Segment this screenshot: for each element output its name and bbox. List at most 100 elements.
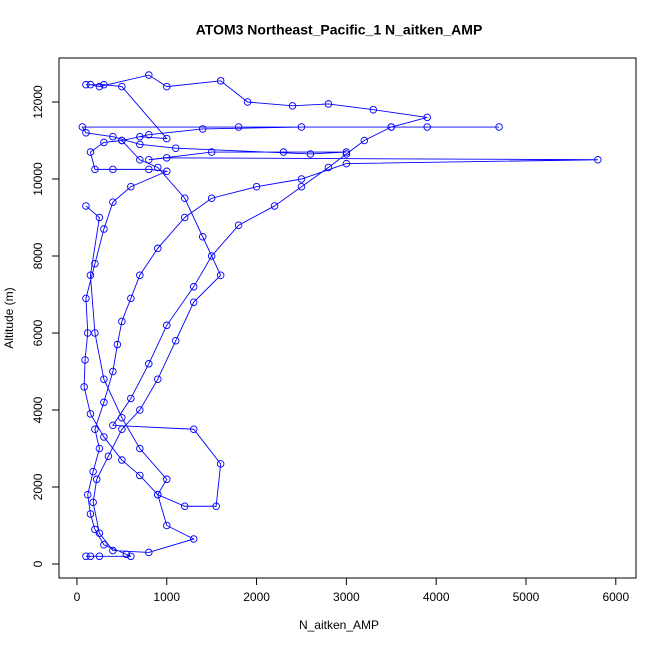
data-point: [100, 398, 108, 407]
data-point: [342, 159, 351, 168]
chart-title: ATOM3 Northeast_Pacific_1 N_aitken_AMP: [196, 22, 483, 38]
data-point: [171, 336, 180, 345]
data-point: [80, 383, 88, 391]
data-point: [279, 148, 288, 156]
y-tick-label: 8000: [31, 242, 45, 269]
data-point: [127, 294, 135, 303]
data-line: [81, 74, 598, 557]
data-point: [122, 550, 131, 559]
data-point: [145, 156, 153, 164]
data-point: [342, 148, 351, 156]
data-point: [82, 294, 90, 303]
data-point: [89, 498, 97, 507]
data-point: [154, 490, 162, 499]
x-tick-label: 1000: [153, 590, 180, 604]
data-point: [189, 425, 198, 433]
data-point: [207, 148, 216, 156]
data-point: [109, 132, 117, 141]
data-point: [154, 375, 162, 383]
data-point: [324, 100, 333, 108]
data-point: [95, 552, 104, 561]
data-point: [297, 182, 306, 191]
data-point: [163, 475, 171, 484]
x-tick-label: 3000: [333, 590, 360, 604]
data-point: [104, 452, 113, 460]
data-point: [86, 510, 95, 518]
data-point: [163, 167, 171, 176]
data-point: [163, 154, 171, 162]
data-point: [86, 410, 95, 418]
data-point: [145, 360, 153, 368]
data-point: [163, 321, 171, 330]
data-point: [387, 123, 396, 131]
data-point: [369, 105, 378, 114]
data-point: [91, 165, 99, 174]
x-tick-label: 5000: [513, 590, 540, 604]
data-point: [145, 71, 153, 79]
data-point: [297, 175, 306, 183]
data-point: [100, 433, 108, 441]
data-point: [306, 150, 315, 158]
data-point: [270, 202, 279, 210]
data-point: [212, 502, 220, 510]
data-point: [136, 271, 144, 279]
data-point: [189, 283, 198, 291]
data-point: [91, 329, 99, 337]
data-point: [216, 271, 225, 279]
data-point: [145, 165, 153, 174]
data-point: [154, 244, 162, 253]
data-point: [92, 475, 101, 484]
data-point: [91, 525, 99, 534]
data-point: [163, 82, 171, 91]
data-point: [100, 225, 108, 233]
data-point: [83, 329, 92, 337]
data-point: [100, 540, 108, 549]
x-tick-label: 0: [74, 590, 81, 604]
data-point: [100, 138, 108, 147]
data-point: [78, 123, 87, 131]
data-point: [163, 134, 171, 143]
data-point: [82, 129, 90, 137]
data-point: [95, 82, 104, 91]
data-point: [109, 367, 117, 376]
data-point: [109, 198, 117, 206]
data-point: [207, 252, 216, 260]
data-point: [86, 80, 95, 89]
data-point: [136, 132, 144, 141]
data-point: [81, 356, 89, 364]
data-point: [95, 529, 104, 537]
data-point: [118, 317, 126, 326]
data-point: [324, 163, 333, 172]
data-point: [95, 213, 104, 222]
y-tick-label: 10000: [31, 162, 45, 196]
data-point: [423, 113, 431, 122]
data-point: [163, 521, 171, 530]
data-point: [189, 298, 198, 306]
data-point: [100, 375, 108, 383]
data-point: [216, 460, 225, 468]
data-point: [89, 467, 97, 476]
data-point: [118, 82, 126, 91]
x-tick-label: 2000: [243, 590, 270, 604]
data-point: [288, 102, 297, 110]
data-point: [91, 259, 99, 268]
data-point: [423, 123, 431, 131]
data-point: [234, 123, 243, 131]
data-point: [234, 221, 243, 229]
data-point: [95, 444, 104, 453]
data-point: [198, 125, 207, 133]
data-point: [113, 340, 122, 349]
data-point: [127, 552, 135, 561]
data-point: [136, 444, 144, 453]
data-point: [297, 123, 306, 131]
y-axis-label: Altitude (m): [2, 287, 16, 348]
data-point: [136, 471, 144, 480]
data-point: [180, 194, 189, 203]
data-point: [109, 546, 117, 555]
y-tick-label: 6000: [31, 319, 45, 346]
data-point: [127, 182, 135, 191]
data-point: [243, 98, 252, 106]
data-point: [127, 394, 135, 403]
data-point: [83, 490, 92, 499]
data-point: [118, 413, 126, 422]
